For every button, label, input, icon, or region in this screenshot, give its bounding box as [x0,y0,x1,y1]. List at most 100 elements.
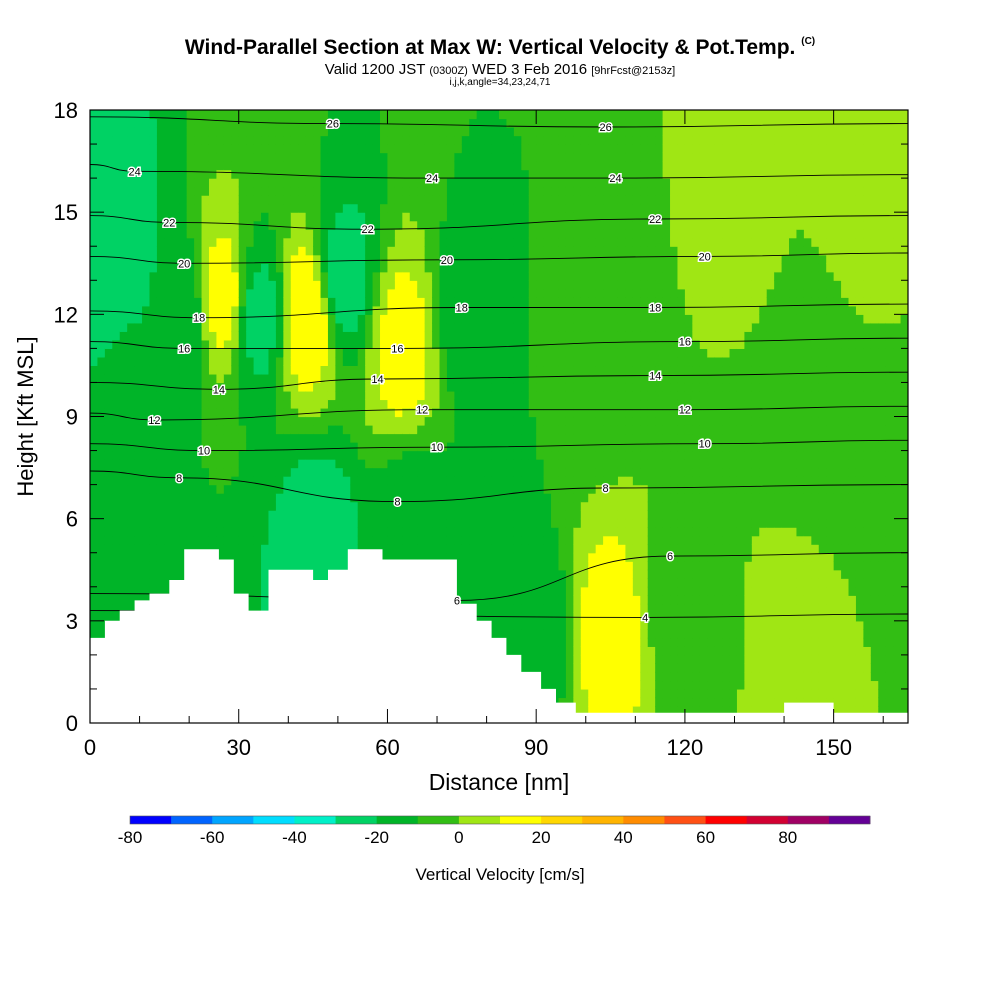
velocity-cell [90,595,99,605]
velocity-cell [223,544,232,554]
velocity-cell [357,390,366,401]
velocity-cell [551,144,560,154]
velocity-cell [350,331,359,341]
velocity-cell [142,288,151,298]
velocity-cell [394,229,403,239]
velocity-cell [469,356,478,367]
velocity-cell [231,416,240,426]
velocity-cell [104,356,113,367]
velocity-cell [424,161,433,171]
velocity-cell [335,186,344,196]
velocity-cell [432,297,441,307]
velocity-cell [164,493,173,503]
velocity-cell [313,127,322,137]
velocity-cell [372,161,381,171]
velocity-cell [454,339,463,349]
velocity-cell [387,322,396,332]
velocity-cell [432,220,441,230]
velocity-cell [216,527,225,537]
velocity-cell [432,365,441,375]
velocity-cell [223,373,232,384]
velocity-cell [156,535,165,545]
velocity-cell [513,510,522,520]
velocity-cell [112,390,121,401]
velocity-cell [283,271,292,281]
velocity-cell [469,416,478,426]
velocity-cell [513,629,522,639]
velocity-cell [216,518,225,528]
velocity-cell [298,390,307,401]
velocity-cell [595,305,604,315]
velocity-cell [327,425,336,435]
velocity-cell [521,501,530,511]
velocity-cell [112,263,121,273]
velocity-cell [320,186,329,196]
velocity-cell [543,144,552,154]
velocity-cell [387,484,396,494]
velocity-cell [573,629,582,639]
velocity-cell [506,356,515,367]
velocity-cell [476,161,485,171]
velocity-cell [90,629,99,639]
velocity-cell [402,127,411,137]
velocity-cell [506,510,515,520]
velocity-cell [112,254,121,264]
velocity-cell [104,305,113,315]
velocity-cell [268,254,277,264]
velocity-cell [156,212,165,222]
velocity-cell [417,442,426,452]
velocity-cell [142,254,151,264]
velocity-cell [305,518,314,528]
velocity-cell [536,229,545,239]
velocity-cell [595,603,604,613]
velocity-cell [380,271,389,281]
velocity-cell [342,271,351,281]
velocity-cell [119,586,128,596]
velocity-cell [142,433,151,443]
velocity-cell [528,390,537,401]
velocity-cell [521,280,530,290]
velocity-cell [164,407,173,418]
velocity-cell [536,186,545,196]
velocity-cell [104,161,113,171]
velocity-cell [357,450,366,460]
velocity-cell [313,254,322,264]
velocity-cell [253,603,262,613]
velocity-cell [313,356,322,367]
velocity-cell [424,280,433,290]
velocity-cell [513,322,522,332]
velocity-cell [261,152,270,162]
velocity-cell [476,246,485,256]
velocity-cell [513,399,522,409]
velocity-cell [298,459,307,469]
velocity-cell [238,459,247,469]
velocity-cell [164,476,173,486]
velocity-cell [484,331,493,341]
velocity-cell [372,169,381,179]
velocity-cell [528,322,537,332]
velocity-cell [298,110,307,120]
velocity-cell [283,127,292,137]
velocity-cell [499,603,508,613]
velocity-cell [380,314,389,324]
velocity-cell [104,442,113,452]
velocity-cell [186,382,195,392]
velocity-cell [424,254,433,264]
velocity-cell [350,382,359,392]
velocity-cell [290,297,299,307]
velocity-cell [432,382,441,392]
velocity-cell [402,178,411,188]
velocity-cell [127,416,136,426]
velocity-cell [142,110,151,120]
velocity-cell [387,246,396,256]
velocity-cell [231,578,240,588]
velocity-cell [603,663,612,673]
velocity-cell [104,246,113,256]
velocity-cell [387,118,396,128]
velocity-cell [246,254,255,264]
velocity-cell [536,220,545,230]
velocity-cell [350,442,359,452]
velocity-cell [208,169,218,179]
velocity-cell [476,169,485,179]
velocity-cell [201,493,210,503]
